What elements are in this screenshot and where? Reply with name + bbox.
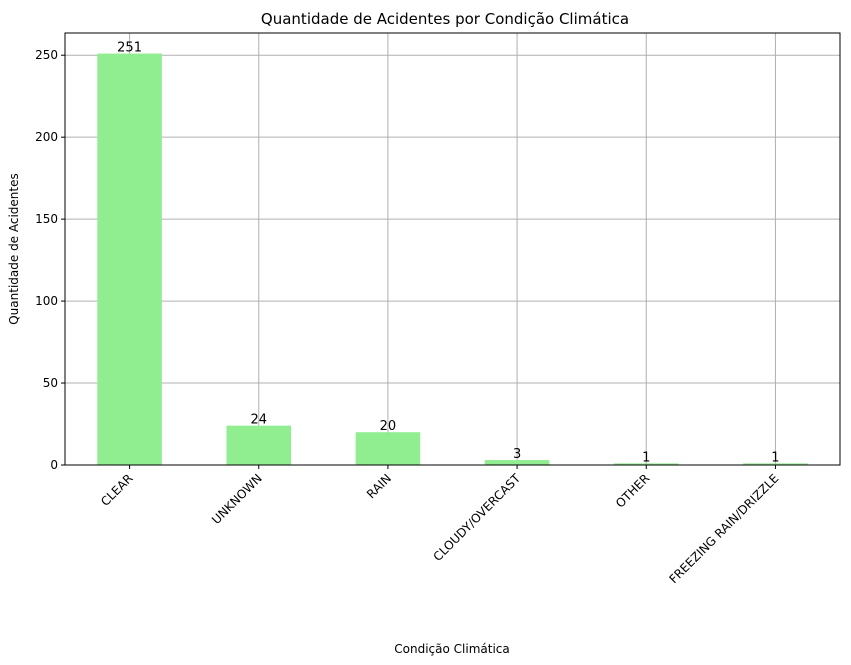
y-tick-label: 250 bbox=[35, 48, 58, 62]
chart-title: Quantidade de Acidentes por Condição Cli… bbox=[261, 10, 629, 28]
bar-clear bbox=[97, 53, 162, 465]
bar-freezing-rain-drizzle bbox=[743, 463, 808, 465]
bar-other bbox=[613, 463, 679, 465]
data-label: 251 bbox=[117, 41, 142, 56]
bars bbox=[97, 53, 808, 465]
x-tick-label: UNKNOWN bbox=[209, 471, 265, 527]
data-label: 20 bbox=[380, 419, 397, 434]
y-axis-label: Quantidade de Acidentes bbox=[7, 173, 21, 325]
x-tick-label: CLEAR bbox=[98, 471, 136, 509]
x-axis-label: Condição Climática bbox=[394, 642, 509, 656]
x-tick-label: CLOUDY/OVERCAST bbox=[430, 471, 523, 564]
y-tick-label: 200 bbox=[35, 130, 58, 144]
x-tick-label: FREEZING RAIN/DRIZZLE bbox=[666, 471, 781, 586]
y-tick-label: 150 bbox=[35, 212, 58, 226]
grid bbox=[65, 33, 840, 466]
data-label: 1 bbox=[771, 450, 779, 465]
y-tick-label: 50 bbox=[43, 376, 58, 390]
y-tick-label: 0 bbox=[50, 458, 58, 472]
bar-rain bbox=[355, 432, 421, 465]
data-labels: 251 24 20 3 1 1 bbox=[117, 41, 779, 466]
plot-frame bbox=[64, 32, 841, 466]
y-tick-label: 100 bbox=[35, 294, 58, 308]
bar-unknown bbox=[226, 425, 292, 465]
x-tick-label: RAIN bbox=[364, 471, 394, 501]
data-label: 3 bbox=[513, 447, 521, 462]
x-axis: CLEAR UNKNOWN RAIN CLOUDY/OVERCAST OTHER FREE… bbox=[98, 465, 782, 586]
data-label: 24 bbox=[250, 413, 267, 428]
x-tick-label: OTHER bbox=[613, 471, 652, 510]
bar-cloudy-overcast bbox=[484, 460, 550, 465]
data-label: 1 bbox=[642, 450, 650, 465]
y-axis: 0 50 100 150 200 250 bbox=[35, 48, 65, 472]
